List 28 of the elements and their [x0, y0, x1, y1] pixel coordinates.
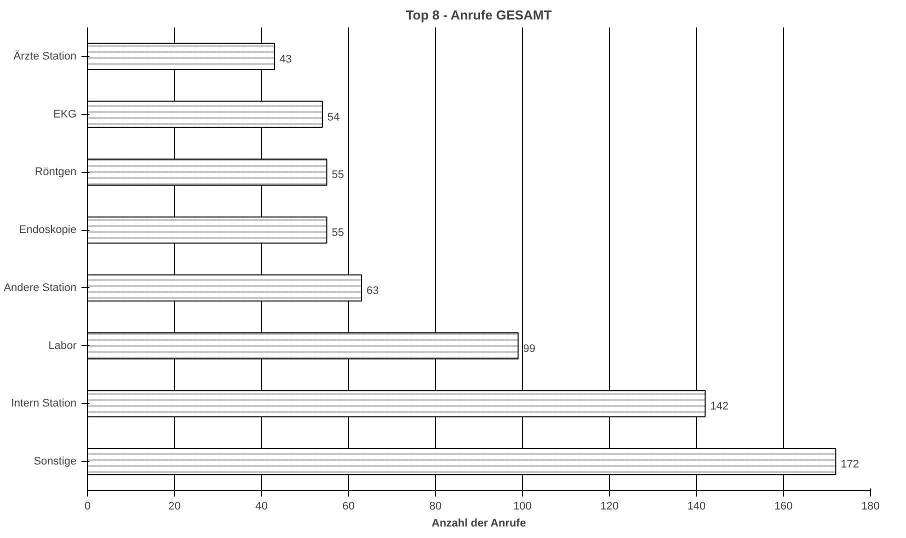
y-tick-label: Labor: [48, 340, 77, 352]
x-tick-label: 40: [255, 500, 268, 512]
data-label: 55: [332, 227, 344, 240]
data-label: 63: [366, 284, 379, 297]
x-tick-label: 20: [168, 500, 181, 512]
y-tick-label: EKG: [53, 108, 77, 120]
x-tick-label: 0: [84, 500, 91, 512]
x-tick-label: 120: [600, 500, 619, 512]
x-axis-title: Anzahl der Anrufe: [432, 518, 526, 530]
y-tick-label: Intern Station: [11, 398, 77, 410]
y-tick-label: Sonstige: [34, 456, 77, 468]
y-tick-label: Endoskopie: [19, 224, 77, 236]
x-tick-label: 180: [861, 500, 880, 512]
x-tick-label: 80: [429, 500, 442, 512]
x-tick-label: 100: [513, 500, 532, 512]
y-tick-label: Röntgen: [34, 166, 77, 178]
data-label: 142: [710, 400, 729, 413]
data-label: 54: [327, 111, 340, 124]
data-label: 43: [280, 53, 292, 66]
data-label: 99: [523, 342, 536, 355]
data-label: 55: [332, 169, 344, 182]
y-tick-label: Ärzte Station: [14, 49, 77, 62]
chart-title: Top 8 - Anrufe GESAMT: [406, 8, 552, 22]
x-tick-label: 140: [687, 500, 706, 512]
data-label: 172: [840, 458, 860, 471]
x-tick-label: 60: [342, 500, 355, 512]
x-tick-label: 160: [774, 500, 793, 512]
y-tick-label: Andere Station: [4, 282, 77, 294]
